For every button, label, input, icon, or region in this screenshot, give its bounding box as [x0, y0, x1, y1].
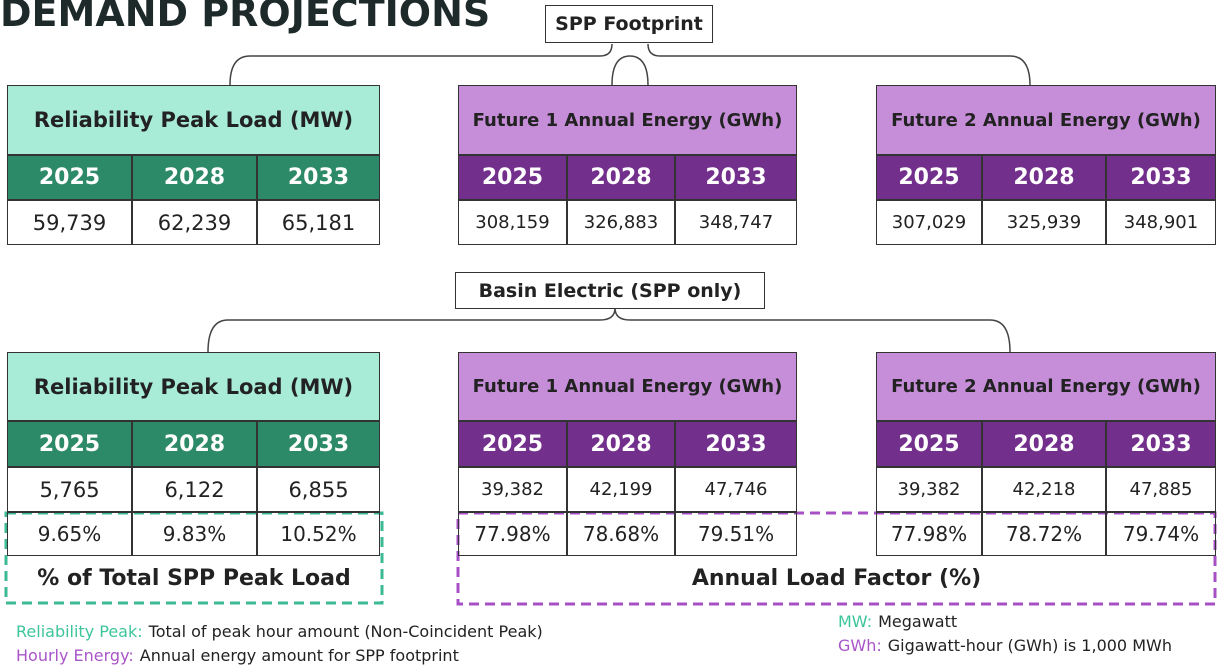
share-cell: 10.52%	[257, 512, 380, 556]
year-cell: 2028	[132, 421, 257, 467]
year-cell: 2025	[458, 155, 567, 200]
year-cell: 2028	[132, 155, 257, 200]
value-cell: 42,199	[567, 467, 675, 512]
value-cell: 326,883	[567, 200, 675, 245]
share-cell: 77.98%	[876, 512, 982, 556]
share-cell: 78.72%	[982, 512, 1106, 556]
table-header: Future 2 Annual Energy (GWh)	[876, 85, 1216, 155]
year-cell: 2033	[675, 155, 797, 200]
value-cell: 59,739	[7, 200, 132, 245]
year-cell: 2028	[567, 421, 675, 467]
value-cell: 42,218	[982, 467, 1106, 512]
table-header: Future 2 Annual Energy (GWh)	[876, 352, 1216, 421]
table-header: Reliability Peak Load (MW)	[7, 352, 380, 421]
year-cell: 2033	[257, 421, 380, 467]
year-cell: 2025	[876, 421, 982, 467]
year-cell: 2025	[7, 155, 132, 200]
value-cell: 6,855	[257, 467, 380, 512]
value-cell: 325,939	[982, 200, 1106, 245]
note-text: Annual energy amount for SPP footprint	[139, 645, 459, 665]
year-cell: 2033	[257, 155, 380, 200]
value-cell: 47,885	[1106, 467, 1216, 512]
group-label: SPP Footprint	[545, 5, 713, 43]
bracket	[229, 43, 1031, 86]
note: Reliability Peak: Total of peak hour amou…	[16, 620, 543, 642]
year-cell: 2028	[567, 155, 675, 200]
share-cell: 77.98%	[458, 512, 567, 556]
share-cell: 78.68%	[567, 512, 675, 556]
value-cell: 5,765	[7, 467, 132, 512]
value-cell: 47,746	[675, 467, 797, 512]
note: Hourly Energy: Annual energy amount for S…	[16, 644, 459, 666]
value-cell: 65,181	[257, 200, 380, 245]
value-cell: 39,382	[876, 467, 982, 512]
share-cell: 9.83%	[132, 512, 257, 556]
share-cell: 9.65%	[7, 512, 132, 556]
note-term: Hourly Energy:	[16, 645, 134, 665]
year-cell: 2025	[876, 155, 982, 200]
note-term: GWh:	[838, 635, 882, 655]
note: GWh: Gigawatt-hour (GWh) is 1,000 MWh	[838, 634, 1172, 656]
year-cell: 2033	[675, 421, 797, 467]
note-text: Megawatt	[878, 611, 958, 631]
share-cell: 79.51%	[675, 512, 797, 556]
callout: Annual Load Factor (%)	[691, 565, 982, 591]
share-cell: 79.74%	[1106, 512, 1216, 556]
year-cell: 2025	[7, 421, 132, 467]
note-term: MW:	[838, 611, 873, 631]
group-label: Basin Electric (SPP only)	[455, 272, 765, 309]
table-header: Future 1 Annual Energy (GWh)	[458, 352, 797, 421]
year-cell: 2033	[1106, 155, 1216, 200]
value-cell: 308,159	[458, 200, 567, 245]
note-term: Reliability Peak:	[16, 621, 143, 641]
note-text: Total of peak hour amount (Non-Coinciden…	[148, 621, 543, 641]
year-cell: 2033	[1106, 421, 1216, 467]
value-cell: 348,901	[1106, 200, 1216, 245]
table-header: Reliability Peak Load (MW)	[7, 85, 380, 155]
value-cell: 62,239	[132, 200, 257, 245]
value-cell: 6,122	[132, 467, 257, 512]
year-cell: 2025	[458, 421, 567, 467]
value-cell: 307,029	[876, 200, 982, 245]
dashed-box	[456, 511, 1217, 606]
year-cell: 2028	[982, 155, 1106, 200]
callout: % of Total SPP Peak Load	[37, 565, 351, 591]
note: MW: Megawatt	[838, 610, 957, 632]
table-header: Future 1 Annual Energy (GWh)	[458, 85, 797, 155]
bracket	[207, 307, 1011, 353]
dashed-box	[4, 511, 384, 605]
value-cell: 348,747	[675, 200, 797, 245]
note-text: Gigawatt-hour (GWh) is 1,000 MWh	[887, 635, 1172, 655]
value-cell: 39,382	[458, 467, 567, 512]
year-cell: 2028	[982, 421, 1106, 467]
page-title: DEMAND PROJECTIONS	[0, 0, 491, 35]
